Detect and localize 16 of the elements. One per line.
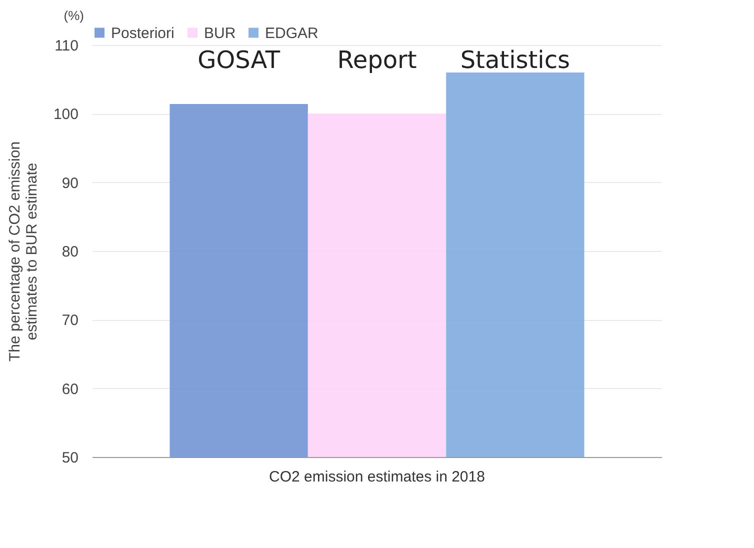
legend-label: Posteriori <box>111 24 174 42</box>
annotation: GOSAT <box>198 46 280 74</box>
annotation: Report <box>337 46 417 74</box>
y-tick-label: 50 <box>62 450 78 466</box>
y-tick-label: 80 <box>62 244 78 260</box>
y-tick-label: 70 <box>62 312 78 330</box>
y-tick-label: 90 <box>62 174 78 192</box>
annotation: Statistics <box>460 46 570 74</box>
y-tick-label: 110 <box>54 38 78 54</box>
legend-label: BUR <box>204 24 236 42</box>
x-tick-label: CO2 emission estimates in 2018 <box>269 468 485 486</box>
y-tick-label: 60 <box>62 380 78 398</box>
legend-label: EDGAR <box>265 24 319 42</box>
y-tick-label: 100 <box>53 106 78 124</box>
y-axis-title: The percentage of CO2 emission estimates to BUR estimate <box>6 141 40 362</box>
text: (%) <box>64 8 84 23</box>
